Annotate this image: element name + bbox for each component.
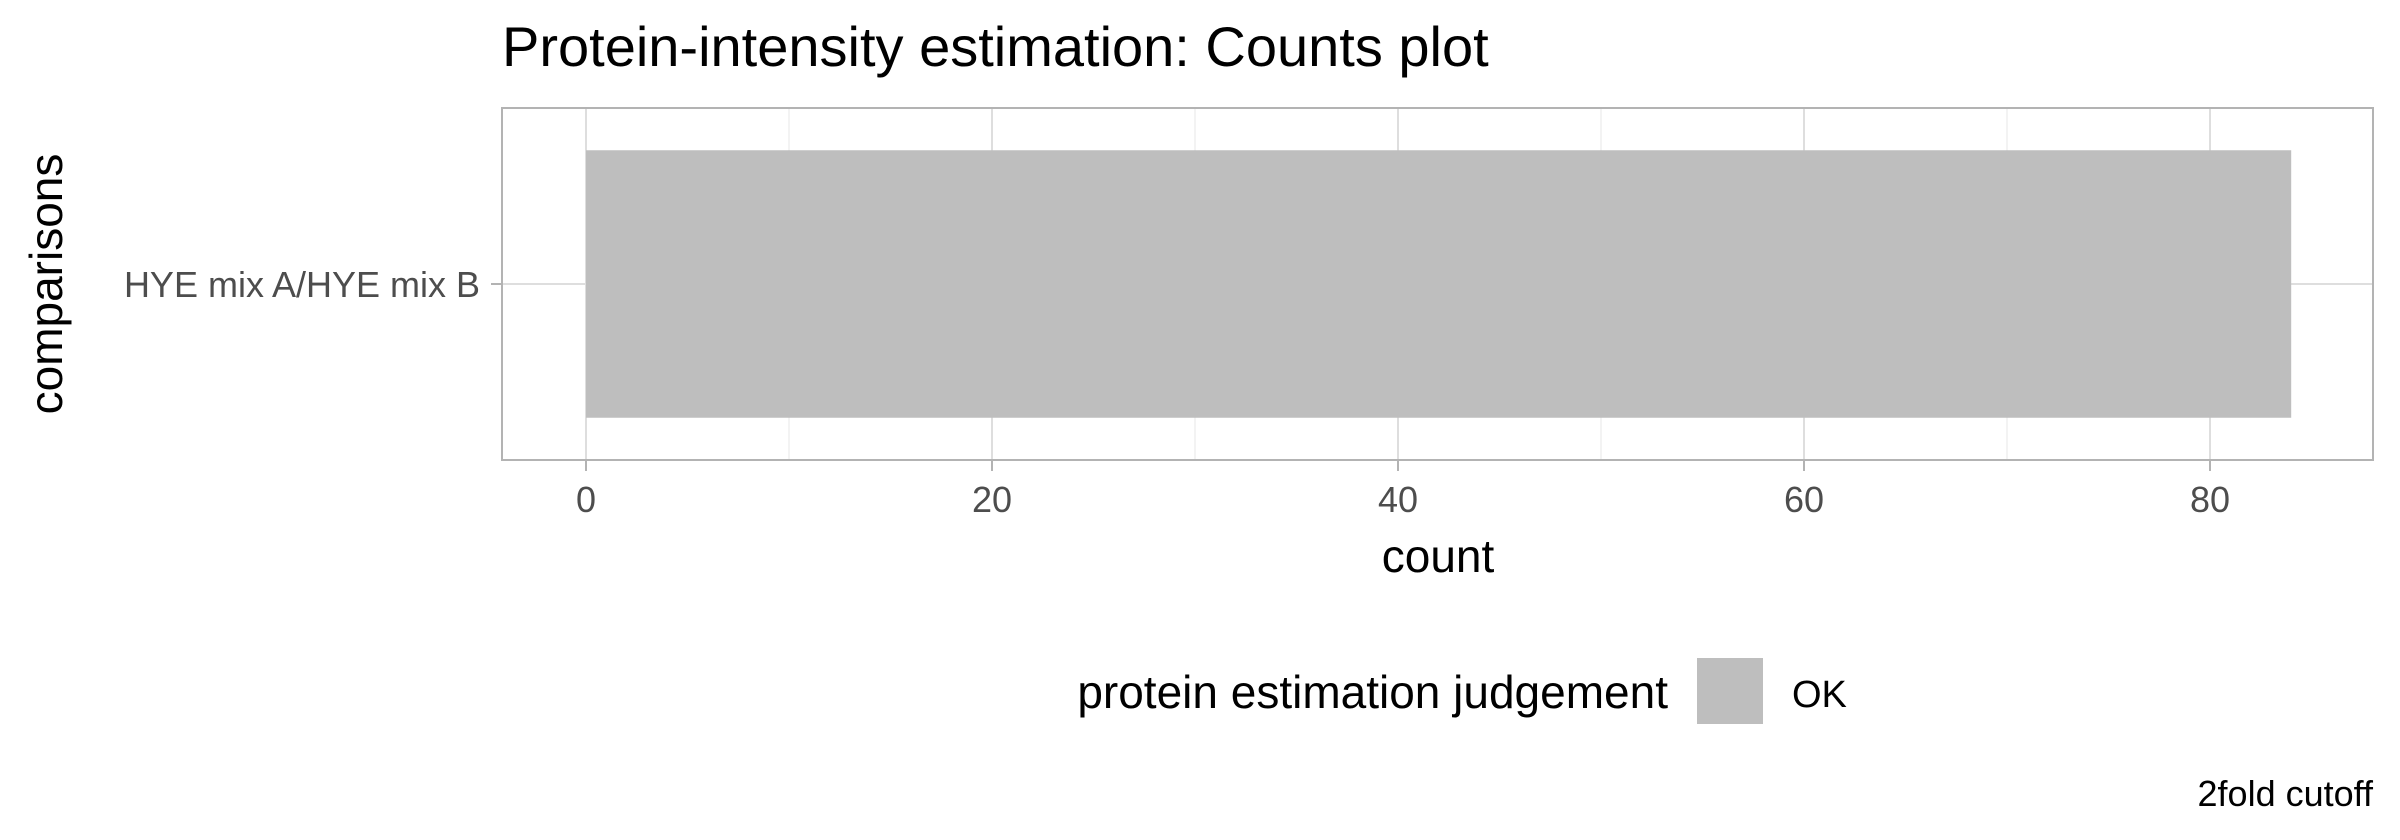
x-axis-ticks: 0 20 40 60 80: [576, 460, 2230, 520]
legend-key-ok: [1697, 658, 1763, 724]
legend-label-ok: OK: [1792, 674, 1847, 716]
x-tick-label: 0: [576, 479, 596, 520]
chart-title: Protein-intensity estimation: Counts plo…: [502, 15, 1489, 78]
y-axis-ticks: HYE mix A/HYE mix B: [124, 264, 502, 305]
plot-panel: [501, 107, 2374, 461]
y-tick-label: HYE mix A/HYE mix B: [124, 264, 480, 305]
caption: 2fold cutoff: [2198, 773, 2374, 814]
x-tick-label: 20: [972, 479, 1012, 520]
x-tick-label: 40: [1378, 479, 1418, 520]
x-tick-label: 80: [2190, 479, 2230, 520]
bar: [586, 150, 2292, 418]
legend: protein estimation judgement OK: [1077, 658, 1847, 724]
x-axis-title: count: [1382, 530, 1495, 582]
y-axis-title: comparisons: [20, 154, 72, 415]
legend-title: protein estimation judgement: [1077, 666, 1668, 718]
x-tick-label: 60: [1784, 479, 1824, 520]
